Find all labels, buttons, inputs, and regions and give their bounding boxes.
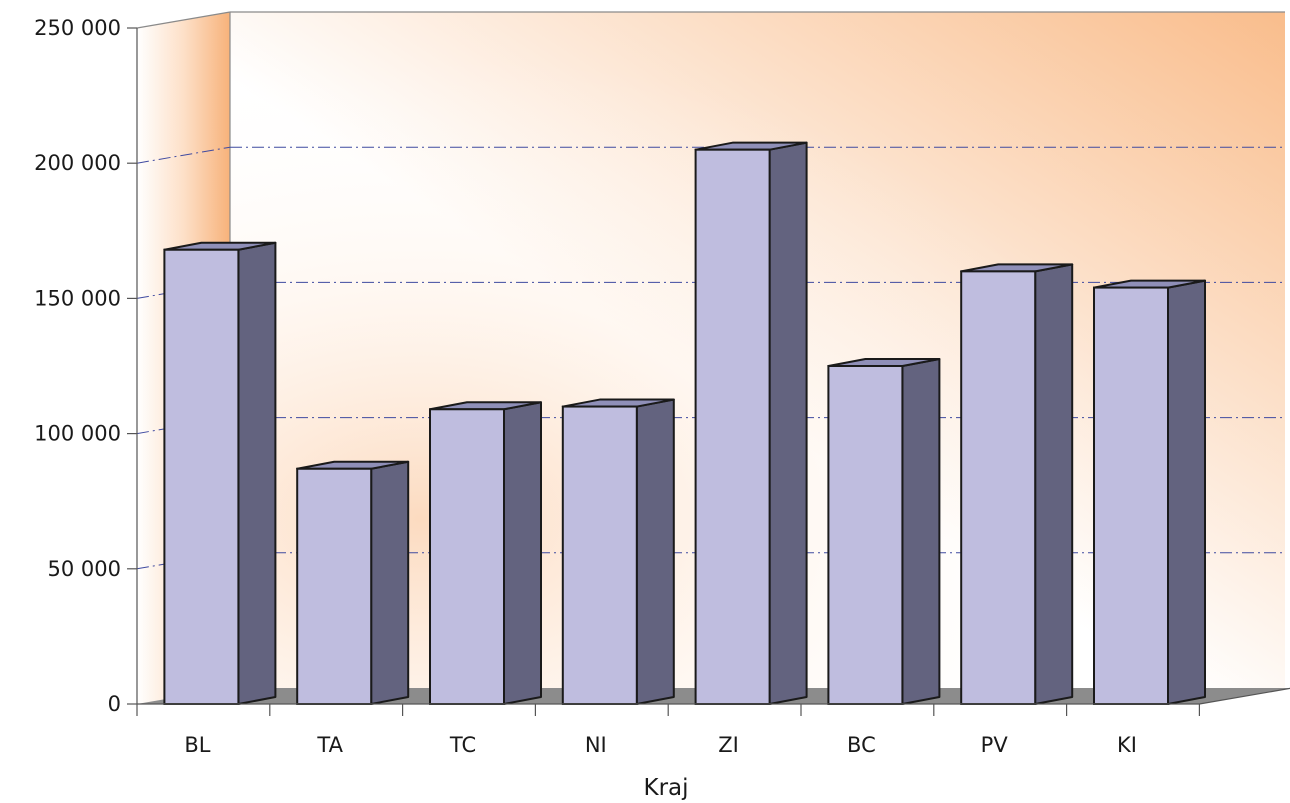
- floor-edge: [1199, 687, 1290, 705]
- bar: [163, 241, 277, 705]
- bar-side: [503, 401, 542, 705]
- x-tick-label: PV: [981, 733, 1009, 757]
- bar-front: [561, 405, 638, 705]
- x-tick-label: BL: [184, 733, 210, 757]
- bar: [429, 401, 542, 705]
- bar: [1093, 279, 1206, 705]
- y-tick-label: 100 000: [34, 422, 121, 446]
- bar-side: [1167, 279, 1206, 705]
- bar-side: [901, 358, 941, 705]
- x-tick-label: NI: [585, 733, 607, 757]
- wall-top-edge: [136, 11, 231, 29]
- y-tick-label: 200 000: [34, 151, 121, 175]
- bar-front: [163, 248, 240, 705]
- x-tick-label: TA: [316, 733, 343, 757]
- bar-front: [827, 365, 904, 705]
- bar-side: [1034, 263, 1074, 705]
- bar-side: [635, 398, 675, 705]
- bar-front: [694, 148, 771, 705]
- bar-front: [429, 408, 505, 705]
- gridline: [136, 146, 231, 164]
- x-tick-label: ZI: [718, 733, 739, 757]
- y-tick-label: 50 000: [48, 557, 121, 581]
- bar-side: [237, 241, 277, 705]
- x-tick-label: TC: [449, 733, 476, 757]
- bar-front: [1093, 286, 1169, 705]
- y-tick-label: 0: [108, 692, 121, 716]
- bar-front: [960, 270, 1037, 705]
- bars: [163, 141, 1206, 706]
- bar-front: [296, 467, 373, 706]
- bar: [694, 141, 808, 705]
- bar: [561, 398, 675, 705]
- bar: [827, 358, 941, 705]
- bar-side: [370, 460, 410, 705]
- bar: [296, 460, 410, 706]
- axes: 0 50 000 100 000 150 000 200 000 250 000 BL TA T…: [34, 16, 1290, 757]
- x-axis-title: Kraj: [643, 775, 688, 801]
- y-tick-label: 250 000: [34, 16, 121, 40]
- bar-side: [768, 141, 808, 705]
- x-tick-label: KI: [1117, 733, 1137, 757]
- x-tick-label: BC: [847, 733, 876, 757]
- y-tick-label: 150 000: [34, 286, 121, 310]
- bar: [960, 263, 1074, 705]
